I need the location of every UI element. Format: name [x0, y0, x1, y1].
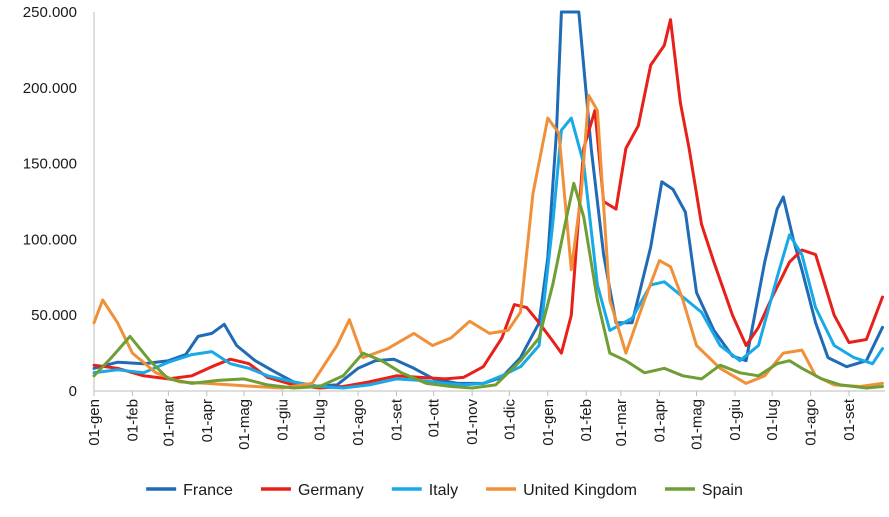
- x-tick-label: 01-ott: [426, 398, 443, 437]
- legend-label: United Kingdom: [523, 482, 637, 499]
- series-line-spain: [92, 181, 884, 390]
- x-tick-label: 01-nov: [464, 399, 481, 445]
- x-tick-label: 01-gen: [86, 399, 103, 446]
- series-line-italy: [92, 116, 884, 390]
- legend-label: France: [183, 482, 233, 499]
- x-tick-label: 01-mag: [236, 399, 253, 450]
- y-tick-label: 150.000: [23, 156, 77, 173]
- x-tick-label: 01-mar: [160, 399, 177, 447]
- y-tick-label: 250.000: [23, 4, 77, 21]
- x-tick-label: 01-mag: [689, 399, 706, 450]
- x-tick-label: 01-ago: [803, 399, 820, 446]
- x-tick-label: 01-giu: [274, 399, 291, 441]
- legend-label: Spain: [702, 482, 743, 499]
- x-tick-label: 01-apr: [199, 399, 216, 442]
- x-tick-label: 01-feb: [578, 399, 595, 442]
- legend-label: Germany: [298, 482, 364, 499]
- y-tick-label: 0: [69, 383, 77, 400]
- x-tick-label: 01-ago: [350, 399, 367, 446]
- y-axis-ticks: 0 50.000 100.000 150.000 200.000 250.000: [23, 4, 77, 400]
- series-line-germany: [92, 18, 884, 390]
- x-tick-label: 01-feb: [124, 399, 141, 442]
- x-tick-label: 01-lug: [764, 399, 781, 441]
- x-axis-ticks: 01-gen 01-feb 01-mar 01-apr 01-mag 01-giu 01-l…: [86, 391, 858, 450]
- x-tick-label: 01-lug: [312, 399, 329, 441]
- legend: France Germany Italy United Kingdom Spain: [146, 482, 743, 499]
- series-line-united-kingdom: [92, 93, 884, 390]
- x-tick-label: 01-set: [841, 398, 858, 441]
- x-tick-label: 01-giu: [727, 399, 744, 441]
- legend-label: Italy: [429, 482, 458, 499]
- x-tick-label: 01-mar: [613, 399, 630, 447]
- x-tick-label: 01-apr: [651, 399, 668, 442]
- y-tick-label: 100.000: [23, 231, 77, 248]
- x-tick-label: 01-gen: [540, 399, 557, 446]
- y-tick-label: 50.000: [31, 307, 77, 324]
- series-line-france: [92, 10, 884, 388]
- series-lines: [92, 10, 884, 390]
- x-tick-label: 01-set: [389, 398, 406, 441]
- x-tick-label: 01-dic: [501, 399, 518, 440]
- y-tick-label: 200.000: [23, 80, 77, 97]
